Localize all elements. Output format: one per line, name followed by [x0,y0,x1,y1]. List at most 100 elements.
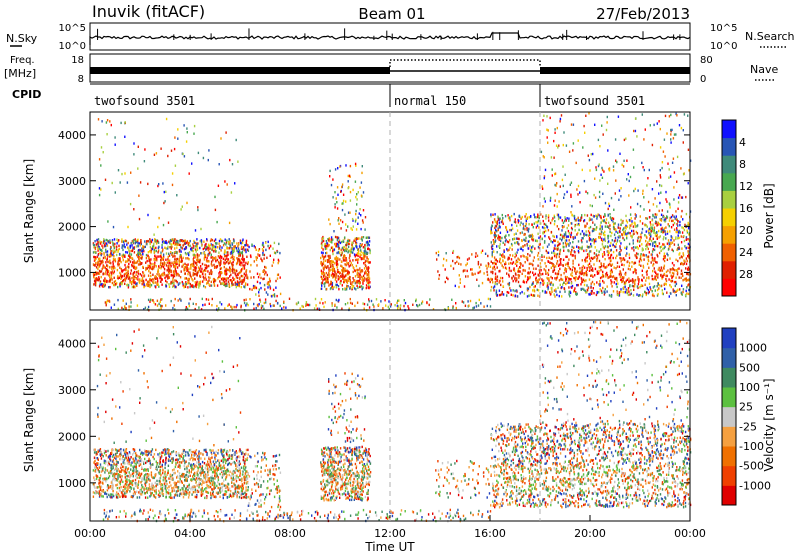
range-cell [161,246,163,249]
range-cell [178,274,180,277]
range-cell [629,293,631,296]
range-cell [231,254,234,257]
range-cell [234,182,236,185]
range-cell [520,221,522,224]
range-cell [226,254,228,257]
range-cell [322,271,324,274]
range-cell [528,262,531,266]
range-cell [516,264,518,267]
range-cell [119,266,121,269]
range-cell [181,247,183,250]
range-cell [667,269,669,272]
range-cell [526,228,528,232]
range-cell [119,259,121,262]
range-cell [333,248,336,251]
range-cell [188,251,191,254]
range-cell [600,269,602,272]
range-cell [360,253,362,257]
range-cell [324,265,327,269]
range-cell [601,166,603,170]
range-cell [673,215,675,218]
range-cell [320,282,323,285]
nsky-right-tick-top: 10^5 [710,23,737,34]
range-cell [622,221,624,225]
range-cell [531,236,533,239]
range-cell [356,280,358,283]
range-cell [186,240,188,243]
range-cell [680,255,683,258]
range-cell [542,279,545,282]
range-cell [514,289,516,293]
range-cell [110,277,113,280]
range-cell [320,256,322,260]
range-cell [675,282,678,286]
range-cell [184,251,187,255]
range-cell [104,278,107,282]
range-cell [596,290,598,294]
range-cell [193,260,195,263]
range-cell [517,267,520,271]
range-cell [184,285,187,288]
range-cell [250,276,252,279]
range-cell [582,287,584,291]
range-cell [204,246,206,250]
range-cell [416,304,418,307]
range-cell [653,226,656,229]
range-cell [578,228,580,232]
range-cell [582,237,584,240]
range-cell [365,284,368,287]
range-cell [359,244,362,247]
range-cell [189,282,191,286]
station-title: Inuvik (fitACF) [92,2,205,21]
range-cell [616,261,619,264]
range-cell [600,232,602,236]
range-cell [685,224,687,228]
range-cell [656,288,659,292]
range-cell [551,251,553,254]
range-cell [579,267,581,270]
range-cell [219,255,222,258]
nave-tick-bottom: 0 [700,74,706,85]
range-cell [490,241,492,244]
range-cell [688,223,690,226]
range-cell [216,265,219,268]
range-cell [346,279,348,282]
range-cell [645,293,647,297]
range-cell [638,235,640,239]
range-cell [635,272,637,275]
range-cell [462,269,465,272]
range-cell [670,113,672,117]
range-cell [214,257,217,260]
range-cell [339,165,341,168]
range-cell [552,270,554,273]
range-cell [546,128,548,131]
range-cell [238,272,240,275]
range-cell [368,236,370,239]
range-cell [630,234,632,238]
range-cell [194,248,197,251]
range-cell [216,220,218,224]
range-cell [330,246,333,249]
range-cell [352,225,354,228]
range-cell [601,176,604,179]
range-cell [215,260,217,263]
range-cell [358,279,361,283]
range-cell [335,255,338,259]
range-cell [105,268,108,271]
range-cell [183,124,185,127]
range-cell [116,242,118,245]
range-cell [151,265,154,269]
range-cell [495,292,498,296]
range-cell [525,239,527,242]
range-cell [595,214,597,217]
range-cell [209,247,211,250]
range-cell [224,262,226,265]
range-cell [566,217,568,220]
range-cell [96,278,99,282]
range-cell [256,280,259,284]
range-cell [636,202,639,206]
range-cell [365,253,367,256]
range-cell [530,215,532,218]
range-cell [159,275,161,278]
range-cell [167,247,169,250]
